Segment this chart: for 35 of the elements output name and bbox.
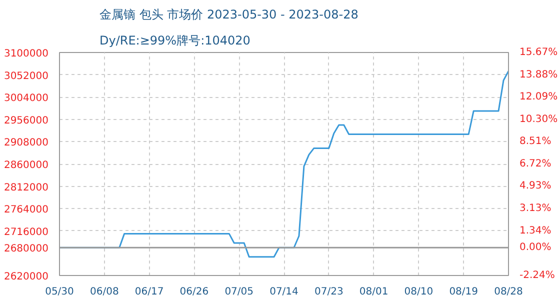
x-tick-label: 06/26 (180, 286, 209, 298)
y-tick-label: 2680000 (4, 244, 49, 255)
x-tick-label: 07/23 (314, 286, 344, 298)
chart-subtitle: Dy/RE:≥99%牌号:104020 (100, 34, 250, 48)
y-tick-label: 3004000 (4, 93, 49, 104)
y2-tick-label: 8.51% (520, 136, 552, 148)
y-tick-label: 3052000 (4, 70, 49, 82)
x-tick-label: 07/05 (224, 286, 254, 298)
y-tick-label: 2908000 (4, 138, 49, 149)
y-tick-label: 2716000 (4, 226, 49, 238)
y2-tick-label: 13.88% (520, 69, 558, 80)
chart-title: 金属镝 包头 市场价 2023-05-30 - 2023-08-28 (100, 8, 358, 22)
y2-tick-label: 15.67% (520, 47, 558, 58)
y-tick-label: 2620000 (4, 272, 49, 282)
x-tick-label: 05/30 (45, 286, 74, 298)
y-tick-label: 2812000 (4, 182, 49, 194)
x-tick-label: 07/14 (270, 286, 298, 298)
y2-tick-label: 10.30% (520, 114, 558, 125)
x-tick-label: 08/28 (494, 286, 523, 298)
x-tick-label: 06/17 (134, 286, 164, 298)
y2-tick-label: 6.72% (520, 158, 552, 170)
y-tick-label: 2860000 (4, 160, 49, 171)
x-tick-label: 08/19 (449, 286, 478, 298)
x-tick-label: 08/10 (404, 286, 434, 298)
y2-tick-label: 1.34% (520, 225, 552, 236)
y-tick-label: 2764000 (4, 204, 49, 216)
y-tick-label: 2956000 (4, 115, 49, 126)
y2-tick-label: -2.24% (520, 270, 555, 281)
x-tick-label: 06/08 (90, 286, 119, 298)
y2-tick-label: 4.93% (520, 180, 552, 192)
y2-tick-label: 3.13% (520, 203, 552, 214)
x-tick-label: 08/01 (359, 286, 388, 298)
y2-tick-label: 0.00% (520, 242, 552, 254)
y-tick-label: 3100000 (4, 48, 49, 60)
y2-tick-label: 12.09% (520, 92, 558, 103)
